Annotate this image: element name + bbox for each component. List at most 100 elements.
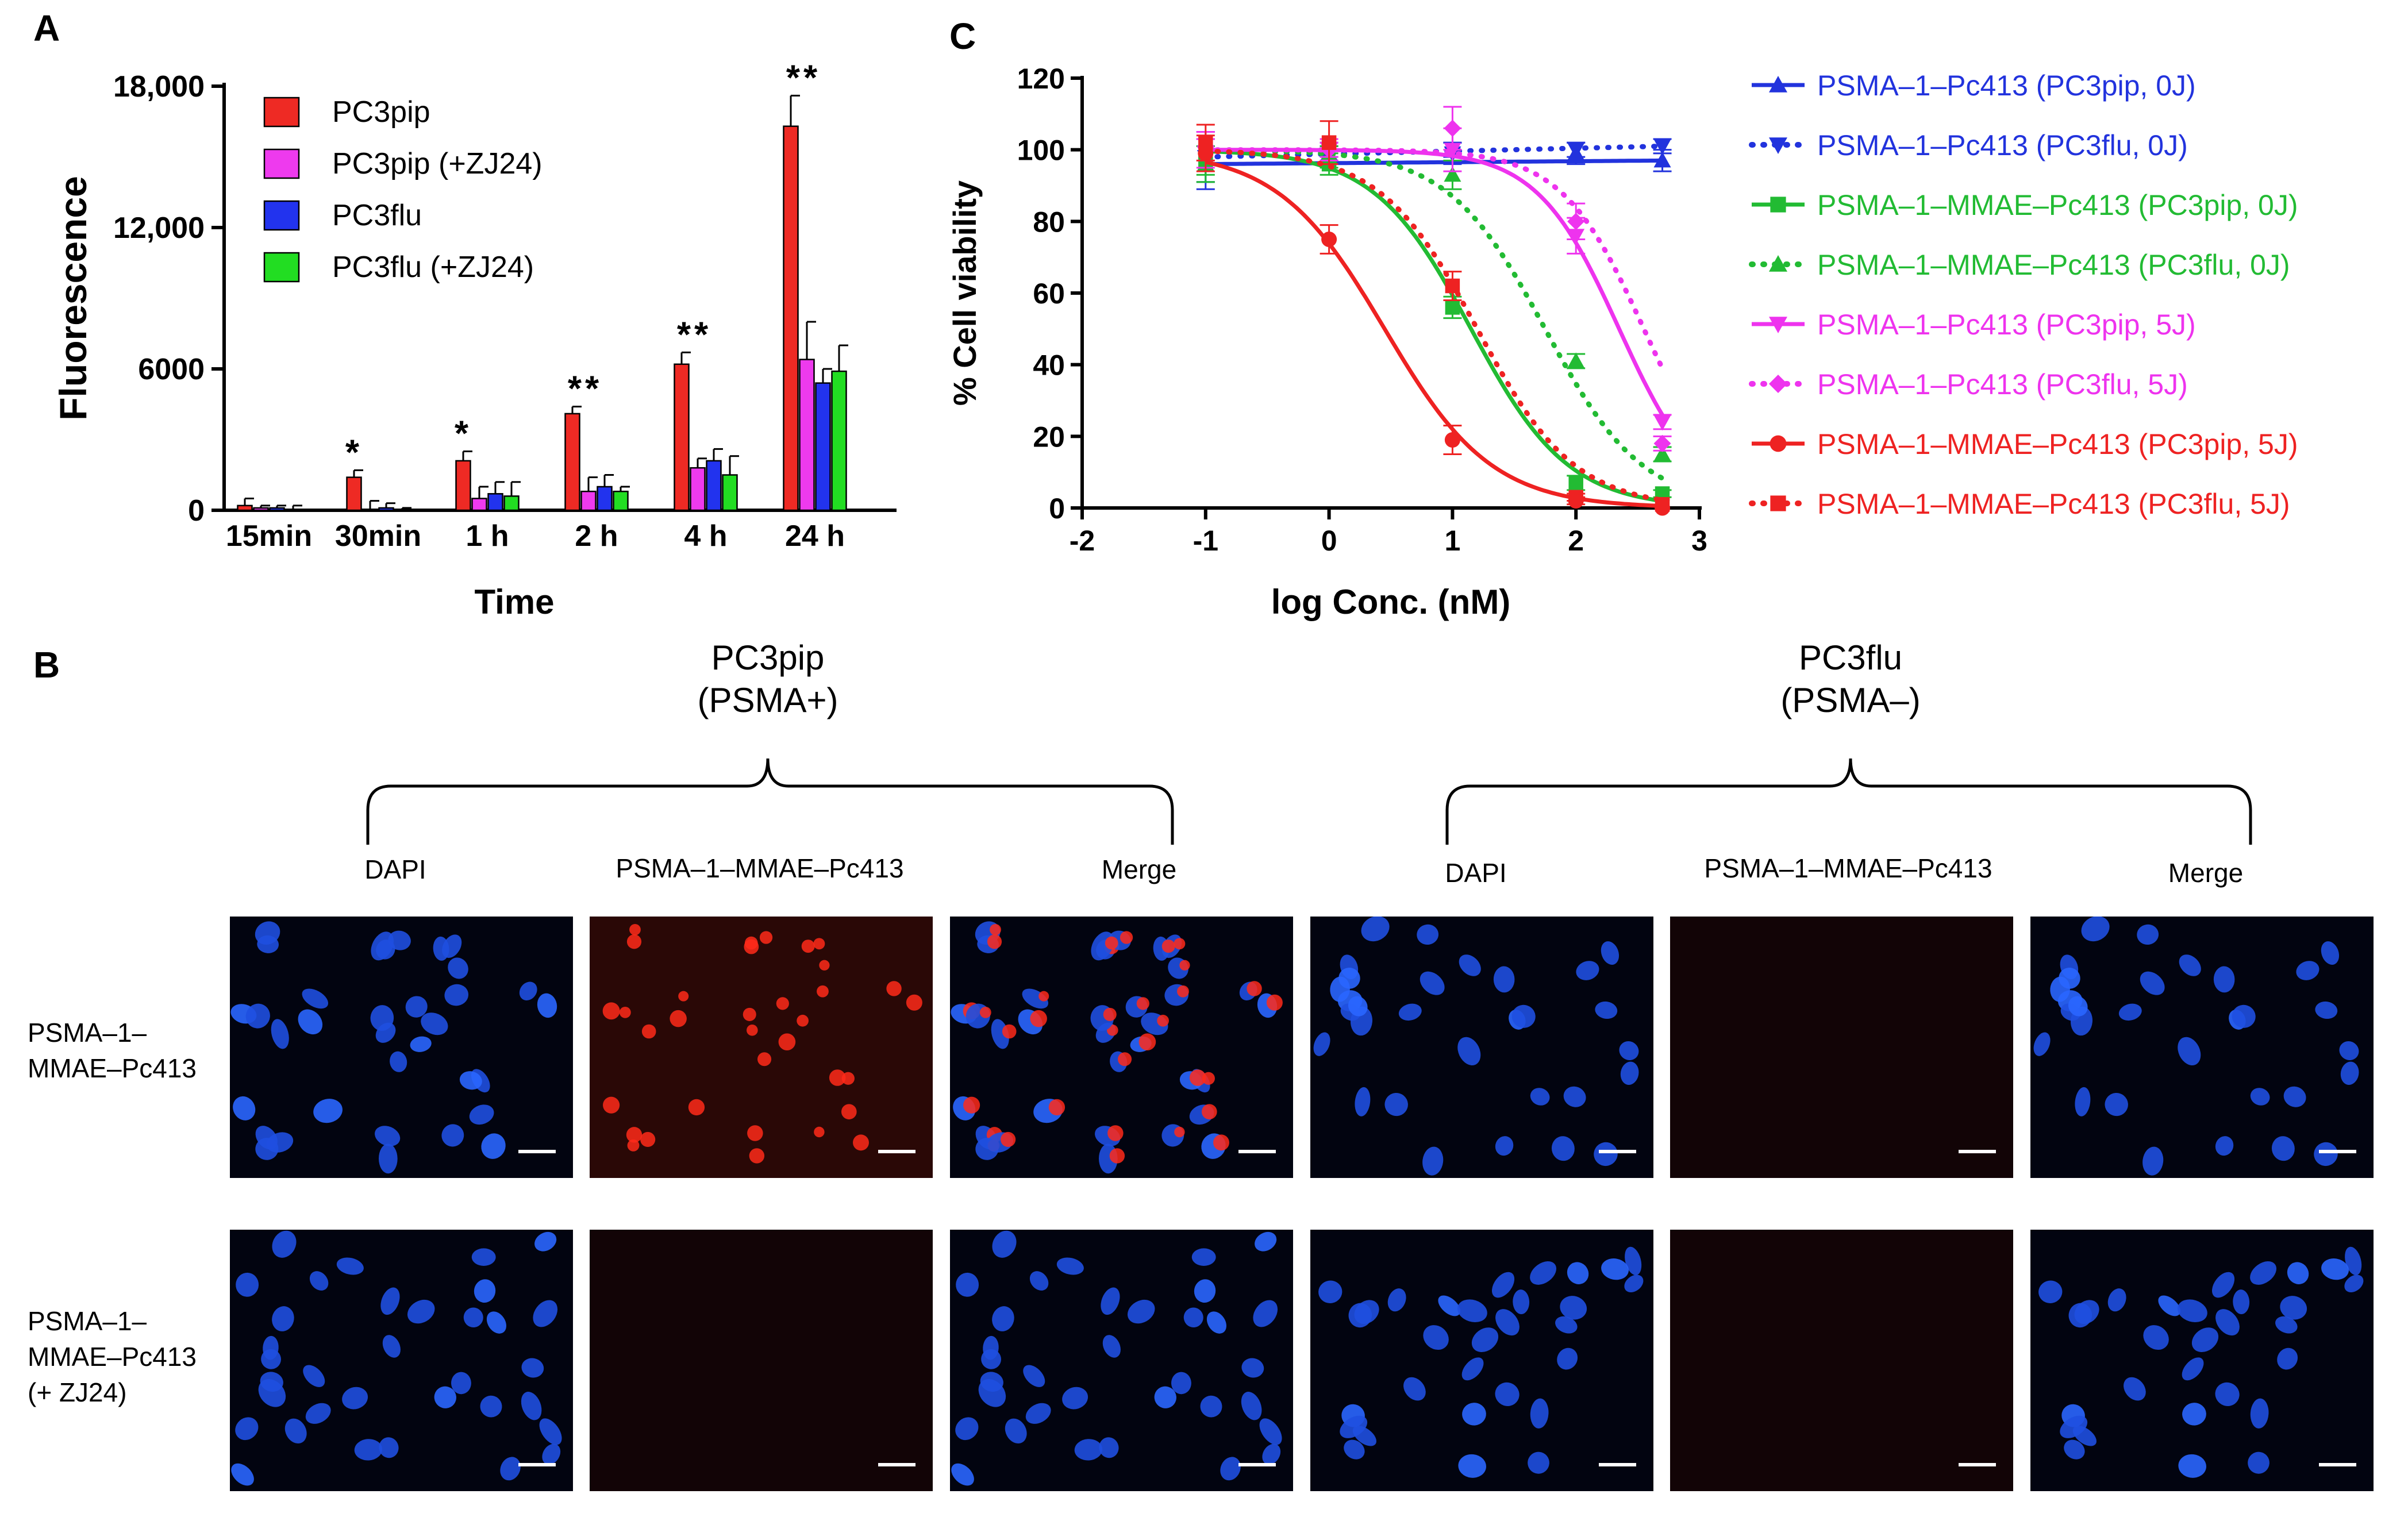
- nucleus: [534, 1231, 557, 1252]
- nucleus: [1183, 1307, 1203, 1328]
- nucleus: [1330, 976, 1350, 1002]
- red-signal: [759, 931, 773, 944]
- nucleus: [1398, 1003, 1422, 1021]
- group-title-line1: PC3flu: [1798, 638, 1903, 677]
- legend-swatch: [263, 97, 300, 128]
- nucleus: [305, 1403, 331, 1424]
- nucleus: [2287, 1262, 2309, 1284]
- nucleus: [370, 1005, 394, 1031]
- fit-curve: [1203, 148, 1665, 503]
- nucleus: [1471, 1327, 1499, 1353]
- nucleus: [1262, 1443, 1281, 1465]
- nucleus: [2075, 1087, 2091, 1116]
- x-tick-label: 0: [1321, 525, 1337, 557]
- red-signal: [819, 960, 830, 971]
- microscopy-canvas: [1959, 1150, 1996, 1153]
- red-signal: [757, 1052, 772, 1066]
- nucleus: [336, 1257, 364, 1275]
- bar: [269, 507, 285, 511]
- legend-label: PSMA–1–Pc413 (PC3flu, 0J): [1817, 129, 2188, 161]
- legend-label: PC3pip: [332, 95, 430, 129]
- data-point: [1769, 255, 1787, 272]
- red-signal: [1266, 994, 1283, 1011]
- bar: [378, 507, 394, 511]
- nucleus: [1056, 1257, 1084, 1275]
- row-label-line: MMAE–Pc413: [28, 1342, 197, 1372]
- data-point: [1445, 278, 1460, 294]
- y-tick-label: 60: [1033, 278, 1065, 310]
- bar: [690, 467, 706, 511]
- nucleus: [1259, 1418, 1282, 1445]
- red-signal: [1161, 940, 1175, 953]
- data-point: [1653, 434, 1671, 452]
- x-tick-label: 3: [1691, 525, 1707, 557]
- nucleus: [2250, 1261, 2277, 1285]
- nucleus: [261, 1349, 282, 1369]
- data-point: [1653, 152, 1671, 168]
- fit-curve: [1205, 160, 1663, 508]
- legend-label: PSMA–1–MMAE–Pc413 (PC3flu, 0J): [1817, 249, 2290, 281]
- column-label-dapi: DAPI: [1445, 858, 1507, 888]
- nucleus: [2179, 954, 2201, 976]
- bar: [503, 495, 520, 511]
- red-signal: [1201, 1104, 1217, 1120]
- nucleus: [2344, 1275, 2364, 1292]
- bar: [722, 474, 738, 511]
- red-signal: [743, 1007, 756, 1021]
- red-signal: [829, 1069, 846, 1086]
- nucleus: [1493, 966, 1515, 993]
- red-signal: [627, 1139, 640, 1152]
- nucleus: [2215, 1309, 2240, 1336]
- nucleus: [1459, 954, 1481, 976]
- red-signal: [817, 985, 829, 998]
- microscopy-image-dapi: [230, 1230, 573, 1491]
- nucleus: [309, 1271, 329, 1291]
- microscopy-image-red: [590, 1230, 933, 1491]
- x-tick-label: -1: [1193, 525, 1218, 557]
- nucleus: [379, 1437, 399, 1458]
- nucleus: [521, 1358, 544, 1378]
- red-signal: [602, 1002, 620, 1020]
- bar: [613, 490, 629, 511]
- nucleus: [1422, 1146, 1444, 1176]
- nucleus: [481, 1133, 506, 1159]
- nucleus: [272, 1230, 297, 1258]
- group-title-line2: (PSMA–): [1780, 681, 1921, 719]
- y-tick-label: 120: [1017, 63, 1065, 95]
- nucleus: [2068, 996, 2088, 1017]
- legend-label: PSMA–1–Pc413 (PC3pip, 0J): [1817, 70, 2196, 102]
- nucleus: [1594, 1142, 1618, 1166]
- red-signal: [688, 1099, 705, 1116]
- nucleus: [2118, 1003, 2142, 1021]
- panel-label-b: B: [33, 644, 60, 686]
- bar: [597, 486, 613, 511]
- nucleus: [266, 1132, 294, 1153]
- red-signal: [776, 997, 789, 1010]
- nucleus: [380, 1287, 400, 1315]
- red-signal: [1030, 1010, 1047, 1027]
- legend-swatch: [263, 148, 300, 179]
- red-signal: [987, 934, 1002, 949]
- nucleus: [2060, 1415, 2088, 1438]
- nucleus: [451, 1372, 471, 1395]
- panel-label-a: A: [33, 7, 60, 49]
- nucleus: [2064, 1439, 2085, 1460]
- microscopy-image-dapi: [230, 917, 573, 1178]
- legend-label: PSMA–1–Pc413 (PC3flu, 5J): [1817, 368, 2188, 401]
- nucleus: [313, 1099, 343, 1123]
- red-signal: [990, 923, 1001, 935]
- nucleus: [521, 1392, 542, 1420]
- x-tick-label: 1: [1444, 525, 1460, 557]
- x-tick-label: 2 h: [575, 519, 618, 553]
- data-point: [1321, 232, 1337, 247]
- microscopy-canvas: [951, 1230, 1282, 1486]
- nucleus: [271, 1019, 289, 1049]
- fluorescence-bar-chart: 0 6000 12,000 18,000 Fluorescence 15min 30min *…: [52, 58, 897, 621]
- bar: [674, 363, 690, 511]
- nucleus: [302, 988, 329, 1009]
- nucleus: [375, 1126, 401, 1146]
- nucleus: [1495, 1382, 1520, 1406]
- red-signal: [1177, 985, 1189, 998]
- nucleus: [1457, 1037, 1481, 1066]
- fit-curve: [1205, 158, 1663, 167]
